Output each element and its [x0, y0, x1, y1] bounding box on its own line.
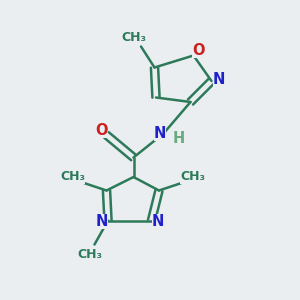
Text: O: O [192, 44, 204, 59]
Text: N: N [213, 72, 225, 87]
Text: CH₃: CH₃ [60, 170, 85, 184]
Text: N: N [154, 126, 166, 141]
Text: H: H [173, 131, 185, 146]
Text: N: N [152, 214, 164, 229]
Text: CH₃: CH₃ [180, 170, 206, 184]
Text: CH₃: CH₃ [121, 31, 146, 44]
Text: O: O [95, 123, 107, 138]
Text: N: N [95, 214, 108, 229]
Text: CH₃: CH₃ [77, 248, 103, 262]
